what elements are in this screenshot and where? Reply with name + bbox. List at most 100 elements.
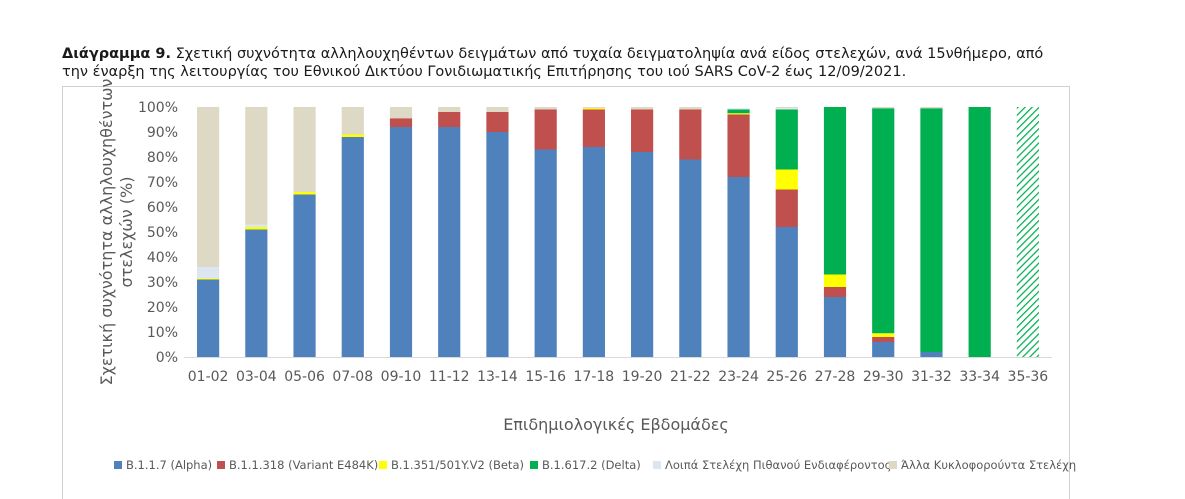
bar-segment bbox=[775, 108, 798, 110]
y-tick-label: 100% bbox=[138, 100, 178, 116]
x-tick-label: 01-02 bbox=[188, 369, 229, 385]
bar-segment bbox=[872, 337, 895, 342]
bar-segment bbox=[775, 227, 798, 357]
bar-segment bbox=[389, 107, 413, 119]
bar-segment bbox=[534, 109, 557, 150]
bar-segment bbox=[293, 107, 316, 192]
bar-segment bbox=[920, 108, 943, 352]
bar-segment bbox=[727, 113, 750, 115]
legend-swatch bbox=[379, 461, 387, 469]
bar-segment bbox=[727, 109, 750, 114]
bar-segment bbox=[631, 107, 654, 110]
x-tick-label: 25-26 bbox=[766, 369, 807, 385]
x-tick-label: 13-14 bbox=[477, 369, 518, 385]
bar-segment bbox=[438, 127, 461, 357]
x-tick-label: 03-04 bbox=[236, 369, 277, 385]
x-tick-label: 27-28 bbox=[815, 369, 856, 385]
bar-segment bbox=[389, 127, 413, 357]
bar-segment bbox=[486, 132, 509, 357]
legend-swatch bbox=[114, 461, 122, 469]
bar-segment bbox=[920, 352, 943, 357]
bar-segment bbox=[534, 107, 557, 110]
y-axis: 0% 10% 20% 30% 40% 50% 60% 70% 80% 90% 100% bbox=[138, 100, 178, 366]
legend: B.1.1.7 (Alpha) B.1.1.318 (Variant E484K)… bbox=[114, 458, 1076, 472]
bar-segment bbox=[293, 194, 316, 357]
x-tick-label: 29-30 bbox=[863, 369, 904, 385]
bar-segment bbox=[486, 112, 509, 132]
x-tick-label: 23-24 bbox=[718, 369, 759, 385]
bar-segment bbox=[679, 159, 702, 357]
x-axis: 01-02 03-04 05-06 07-08 09-10 11-12 13-14 15-16… bbox=[184, 357, 1052, 385]
x-axis-label: Επιδημιολογικές Εβδομάδες bbox=[503, 415, 729, 434]
x-tick-label: 09-10 bbox=[381, 369, 422, 385]
legend-swatch bbox=[530, 461, 538, 469]
bar-segment bbox=[727, 114, 750, 177]
caption-label: Διάγραμμα 9. bbox=[62, 46, 171, 62]
x-tick-label: 15-16 bbox=[525, 369, 566, 385]
y-tick-label: 80% bbox=[147, 150, 178, 166]
bar-segment bbox=[727, 177, 750, 357]
legend-label: B.1.1.7 (Alpha) bbox=[126, 458, 212, 472]
legend-swatch bbox=[889, 461, 897, 469]
legend-label: B.1.351/501Y.V2 (Beta) bbox=[391, 458, 524, 472]
bar-segment bbox=[245, 229, 268, 357]
bar-segment bbox=[679, 107, 702, 110]
legend-label: Άλλα Κυκλοφορούντα Στελέχη bbox=[901, 458, 1076, 472]
y-tick-label: 30% bbox=[147, 275, 178, 291]
bar-segment bbox=[631, 152, 654, 357]
caption-text: Σχετική συχνότητα αλληλουχηθέντων δειγμά… bbox=[62, 46, 1044, 80]
legend-swatch bbox=[653, 461, 661, 469]
x-tick-label: 11-12 bbox=[429, 369, 470, 385]
bar-segment bbox=[823, 297, 847, 357]
bar-segment bbox=[197, 279, 220, 357]
bar-segment bbox=[341, 107, 364, 135]
chart-caption: Διάγραμμα 9. Σχετική συχνότητα αλληλουχη… bbox=[62, 45, 1072, 81]
bar-segment bbox=[582, 108, 605, 110]
bar-segment bbox=[823, 287, 847, 297]
bar-segment bbox=[245, 107, 268, 225]
bar-segment bbox=[823, 107, 847, 275]
bar-segment bbox=[968, 107, 991, 357]
chart-frame bbox=[62, 86, 1070, 499]
bar-segment bbox=[631, 109, 654, 152]
y-tick-label: 90% bbox=[147, 125, 178, 141]
bar-segment bbox=[341, 134, 364, 137]
bar-segment bbox=[197, 107, 220, 267]
legend-label: Λοιπά Στελέχη Πιθανού Ενδιαφέροντος bbox=[665, 458, 891, 472]
x-tick-label: 05-06 bbox=[284, 369, 325, 385]
bar-segment bbox=[872, 108, 895, 334]
bar-segment bbox=[389, 118, 413, 127]
bar-segment bbox=[197, 278, 220, 280]
x-tick-label: 21-22 bbox=[670, 369, 711, 385]
legend-label: B.1.617.2 (Delta) bbox=[542, 458, 641, 472]
y-tick-label: 50% bbox=[147, 225, 178, 241]
bar-segment bbox=[582, 107, 605, 109]
bar-segment bbox=[727, 108, 750, 110]
bar-segment bbox=[438, 112, 461, 127]
bar-segment bbox=[823, 274, 847, 287]
bar-segment bbox=[872, 107, 895, 109]
x-tick-label: 19-20 bbox=[622, 369, 663, 385]
bar-segment bbox=[872, 333, 895, 337]
x-tick-label: 35-36 bbox=[1008, 369, 1049, 385]
bar-segment bbox=[775, 109, 798, 170]
bar-segment bbox=[245, 227, 268, 230]
y-axis-label: Σχετική συχνότητα αλληλουχηθέντωνστελεχώ… bbox=[97, 78, 136, 385]
bar-segment-hatched bbox=[1016, 107, 1039, 357]
y-tick-label: 40% bbox=[147, 250, 178, 266]
bar-segment bbox=[293, 192, 316, 195]
bar-segment bbox=[341, 137, 364, 357]
bar-segment bbox=[775, 107, 798, 109]
bar-segment bbox=[775, 189, 798, 227]
bar-segment bbox=[872, 342, 895, 357]
y-tick-label: 10% bbox=[147, 325, 178, 341]
bar-segment bbox=[245, 224, 268, 227]
bar-segment bbox=[582, 109, 605, 147]
y-tick-label: 70% bbox=[147, 175, 178, 191]
bar-segment bbox=[438, 107, 461, 112]
y-tick-label: 60% bbox=[147, 200, 178, 216]
legend-label: B.1.1.318 (Variant E484K) bbox=[229, 458, 378, 472]
bar-segment bbox=[486, 107, 509, 112]
legend-swatch bbox=[217, 461, 225, 469]
